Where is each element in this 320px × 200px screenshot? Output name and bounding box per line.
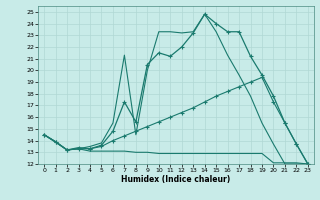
X-axis label: Humidex (Indice chaleur): Humidex (Indice chaleur) <box>121 175 231 184</box>
